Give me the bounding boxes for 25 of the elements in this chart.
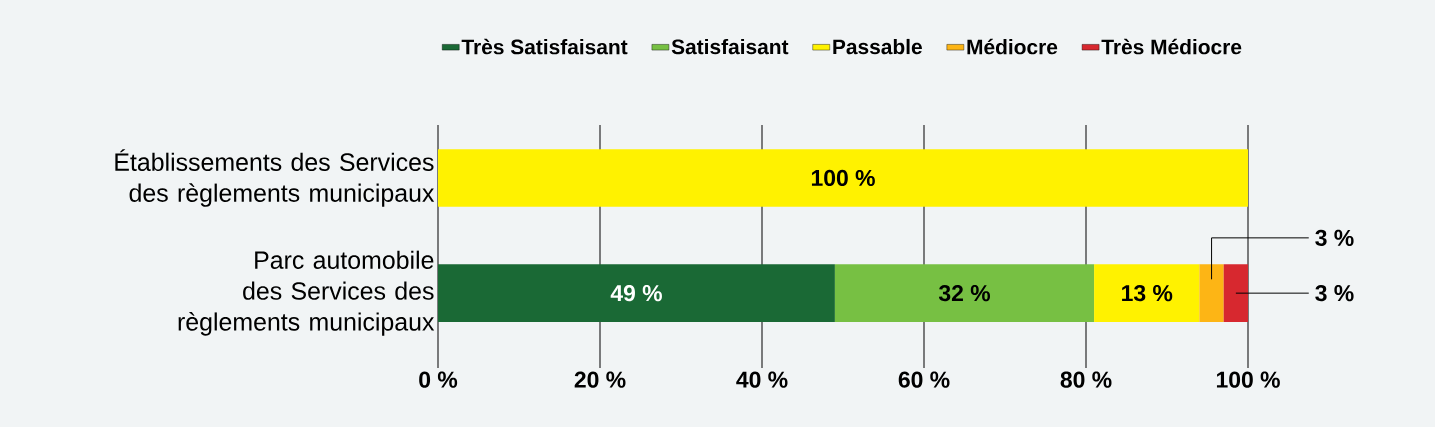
bar (438, 149, 1249, 207)
data-label: 32 % (938, 285, 990, 302)
data-label: 100 % (811, 169, 875, 187)
data-label: 3 % (1315, 285, 1354, 302)
x-tick-label: 80 % (1060, 371, 1112, 388)
x-tick-label: 40 % (736, 371, 788, 388)
bar (1094, 264, 1200, 322)
data-label: 49 % (610, 285, 662, 302)
bar (438, 264, 835, 322)
bar (1223, 264, 1249, 322)
legend-label: Satisfaisant (671, 38, 789, 55)
bar (1199, 264, 1224, 322)
bar (834, 264, 1095, 322)
data-label: 13 % (1122, 285, 1173, 302)
x-tick-label: 20 % (574, 371, 626, 388)
x-tick-label: 0 % (419, 371, 458, 388)
legend-label: Très Satisfaisant (461, 38, 628, 55)
x-tick-label: 60 % (898, 371, 950, 388)
legend-label: Passable (833, 38, 922, 55)
y-tick-label: Établissements des Services des règlements municipaux (115, 149, 435, 207)
y-tick-label: Parc automobile des Services des règlements municipaux (178, 250, 435, 336)
legend-label: Médiocre (967, 38, 1058, 55)
legend-label: Très Médiocre (1101, 38, 1242, 55)
x-tick-label: 100 % (1216, 371, 1280, 388)
data-label: 3 % (1315, 229, 1354, 246)
